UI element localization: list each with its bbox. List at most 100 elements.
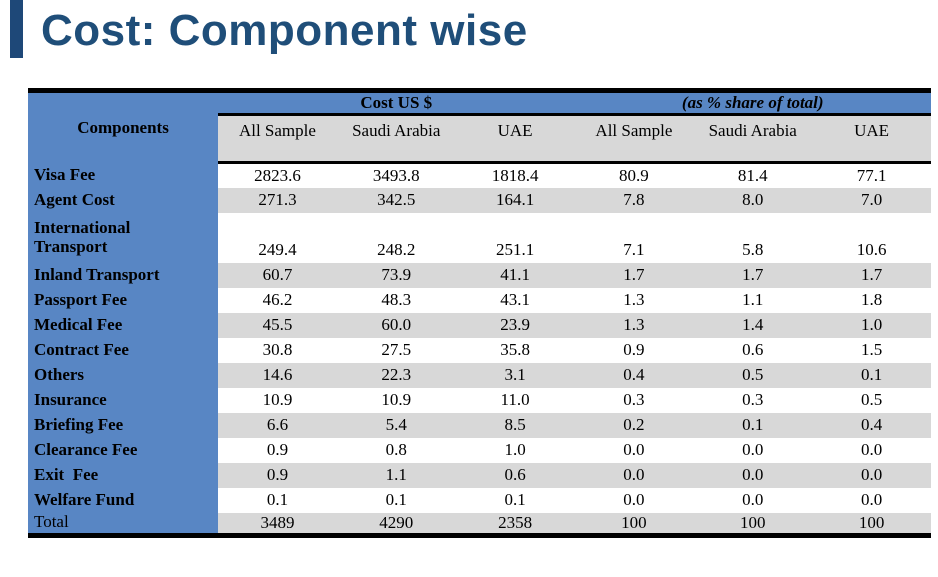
cell-value: 1.5 bbox=[812, 337, 931, 363]
cell-value: 1.7 bbox=[574, 262, 694, 288]
cell-value: 41.1 bbox=[455, 262, 575, 288]
cell-value: 1.3 bbox=[574, 312, 694, 338]
column-header-saudi-arabia-share: Saudi Arabia bbox=[693, 114, 813, 164]
table-row: Contract Fee 30.8 27.5 35.8 0.9 0.6 1.5 bbox=[28, 337, 931, 363]
table-body: Visa Fee 2823.6 3493.8 1818.4 80.9 81.4 … bbox=[28, 162, 931, 535]
cell-value: 0.0 bbox=[574, 437, 694, 463]
cell-value: 1.0 bbox=[455, 437, 575, 463]
cell-value: 60.0 bbox=[336, 312, 456, 338]
table-row: Briefing Fee 6.6 5.4 8.5 0.2 0.1 0.4 bbox=[28, 412, 931, 438]
table-row: Total 3489 4290 2358 100 100 100 bbox=[28, 512, 931, 535]
cell-value: 3.1 bbox=[455, 362, 575, 388]
cell-value: 0.1 bbox=[336, 487, 456, 513]
cell-value: 0.1 bbox=[812, 362, 931, 388]
cost-usd-group-header: Cost US $ bbox=[218, 90, 575, 116]
table-row: Exit Fee 0.9 1.1 0.6 0.0 0.0 0.0 bbox=[28, 462, 931, 488]
cell-value: 0.4 bbox=[812, 412, 931, 438]
table-row: Welfare Fund 0.1 0.1 0.1 0.0 0.0 0.0 bbox=[28, 487, 931, 513]
table-row: Medical Fee 45.5 60.0 23.9 1.3 1.4 1.0 bbox=[28, 312, 931, 338]
cell-value: 164.1 bbox=[455, 187, 575, 213]
cell-value: 0.5 bbox=[693, 362, 813, 388]
cell-value: 0.5 bbox=[812, 387, 931, 413]
cell-value: 1.4 bbox=[693, 312, 813, 338]
cell-value: 1.7 bbox=[693, 262, 813, 288]
cell-value: 6.6 bbox=[218, 412, 337, 438]
column-header-uae-cost: UAE bbox=[455, 114, 575, 164]
column-header-all-sample-share: All Sample bbox=[574, 114, 694, 164]
components-header: Components bbox=[28, 90, 219, 163]
row-label: Briefing Fee bbox=[28, 412, 219, 438]
table-row: Agent Cost 271.3 342.5 164.1 7.8 8.0 7.0 bbox=[28, 187, 931, 213]
cell-value: 0.3 bbox=[693, 387, 813, 413]
cell-value: 4290 bbox=[336, 512, 456, 535]
row-label: Passport Fee bbox=[28, 287, 219, 313]
cell-value: 1.0 bbox=[812, 312, 931, 338]
table-row: Visa Fee 2823.6 3493.8 1818.4 80.9 81.4 … bbox=[28, 162, 931, 188]
cell-value: 0.6 bbox=[693, 337, 813, 363]
cell-value: 5.4 bbox=[336, 412, 456, 438]
cell-value: 10.6 bbox=[812, 212, 931, 263]
cell-value: 0.8 bbox=[336, 437, 456, 463]
cell-value: 100 bbox=[574, 512, 694, 535]
cell-value: 0.6 bbox=[455, 462, 575, 488]
cell-value: 73.9 bbox=[336, 262, 456, 288]
row-label: Inland Transport bbox=[28, 262, 219, 288]
slide-title: Cost: Component wise bbox=[41, 6, 528, 55]
cell-value: 3493.8 bbox=[336, 162, 456, 188]
column-header-saudi-arabia-cost: Saudi Arabia bbox=[336, 114, 456, 164]
cell-value: 0.4 bbox=[574, 362, 694, 388]
cell-value: 7.8 bbox=[574, 187, 694, 213]
row-label: Total bbox=[28, 512, 219, 535]
cell-value: 0.0 bbox=[574, 487, 694, 513]
cell-value: 1.7 bbox=[812, 262, 931, 288]
table-header: Components Cost US $ (as % share of tota… bbox=[28, 90, 931, 164]
row-label: Contract Fee bbox=[28, 337, 219, 363]
cell-value: 30.8 bbox=[218, 337, 337, 363]
cell-value: 0.9 bbox=[218, 437, 337, 463]
cell-value: 1.8 bbox=[812, 287, 931, 313]
group-header-row: Components Cost US $ (as % share of tota… bbox=[28, 90, 931, 163]
cell-value: 8.5 bbox=[455, 412, 575, 438]
cell-value: 11.0 bbox=[455, 387, 575, 413]
cell-value: 10.9 bbox=[336, 387, 456, 413]
table-row: International Transport 249.4 248.2 251.… bbox=[28, 212, 931, 263]
table-row: Insurance 10.9 10.9 11.0 0.3 0.3 0.5 bbox=[28, 387, 931, 413]
row-label: Medical Fee bbox=[28, 312, 219, 338]
cell-value: 45.5 bbox=[218, 312, 337, 338]
cell-value: 81.4 bbox=[693, 162, 813, 188]
cell-value: 0.0 bbox=[812, 487, 931, 513]
cell-value: 0.0 bbox=[693, 462, 813, 488]
cell-value: 100 bbox=[693, 512, 813, 535]
row-label: Welfare Fund bbox=[28, 487, 219, 513]
cell-value: 0.9 bbox=[574, 337, 694, 363]
cell-value: 248.2 bbox=[336, 212, 456, 263]
cell-value: 0.3 bbox=[574, 387, 694, 413]
cell-value: 5.8 bbox=[693, 212, 813, 263]
cell-value: 249.4 bbox=[218, 212, 337, 263]
cell-value: 43.1 bbox=[455, 287, 575, 313]
cell-value: 10.9 bbox=[218, 387, 337, 413]
table-row: Passport Fee 46.2 48.3 43.1 1.3 1.1 1.8 bbox=[28, 287, 931, 313]
cell-value: 342.5 bbox=[336, 187, 456, 213]
cell-value: 0.0 bbox=[812, 437, 931, 463]
cell-value: 0.0 bbox=[693, 437, 813, 463]
cell-value: 22.3 bbox=[336, 362, 456, 388]
cell-value: 27.5 bbox=[336, 337, 456, 363]
cell-value: 8.0 bbox=[693, 187, 813, 213]
cell-value: 251.1 bbox=[455, 212, 575, 263]
cell-value: 1818.4 bbox=[455, 162, 575, 188]
row-label: Agent Cost bbox=[28, 187, 219, 213]
cell-value: 1.1 bbox=[693, 287, 813, 313]
cell-value: 23.9 bbox=[455, 312, 575, 338]
percent-share-group-header: (as % share of total) bbox=[574, 90, 931, 116]
cell-value: 80.9 bbox=[574, 162, 694, 188]
table-row: Others 14.6 22.3 3.1 0.4 0.5 0.1 bbox=[28, 362, 931, 388]
cell-value: 3489 bbox=[218, 512, 337, 535]
cell-value: 77.1 bbox=[812, 162, 931, 188]
cell-value: 0.0 bbox=[693, 487, 813, 513]
sub-header-row: All Sample Saudi Arabia UAE All Sample S… bbox=[28, 114, 931, 164]
row-label: Insurance bbox=[28, 387, 219, 413]
row-label: Others bbox=[28, 362, 219, 388]
title-accent-bar bbox=[10, 0, 23, 58]
